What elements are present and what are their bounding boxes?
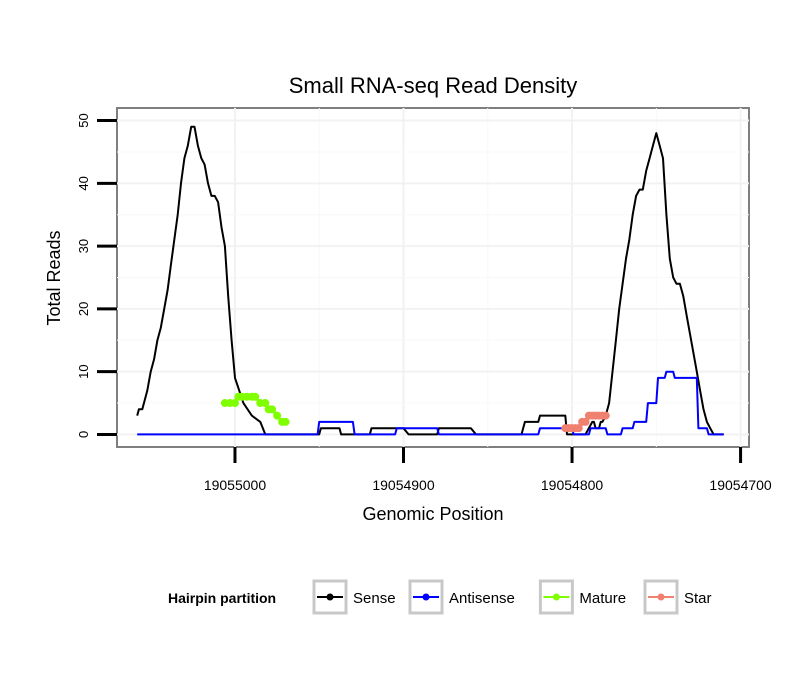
legend-label: Mature [579, 590, 626, 607]
legend-key-point [326, 593, 334, 601]
legend-key-point [657, 593, 665, 601]
legend: Hairpin partition Sense Antisense Mature St… [168, 579, 712, 615]
legend-item-star: Star [643, 579, 712, 615]
x-tick-label: 19055000 [204, 477, 267, 493]
y-tick-label: 20 [76, 302, 91, 316]
y-axis-label: Total Reads [44, 230, 64, 325]
data-point-star [581, 417, 590, 426]
legend-label: Sense [353, 590, 396, 607]
data-point-star [601, 411, 610, 420]
data-point-mature [281, 417, 290, 426]
y-tick-label: 40 [76, 176, 91, 190]
x-tick-label: 19054700 [709, 477, 772, 493]
data-point-mature [273, 411, 282, 420]
legend-label: Star [684, 590, 712, 607]
legend-item-sense: Sense [312, 579, 396, 615]
y-tick-label: 30 [76, 239, 91, 253]
x-tick-label: 19054800 [541, 477, 604, 493]
y-tick-label: 0 [76, 431, 91, 438]
y-tick-label: 10 [76, 364, 91, 378]
series-line-sense [136, 125, 724, 436]
series-line-antisense [137, 370, 724, 436]
legend-key-point [552, 593, 560, 601]
legend-item-mature: Mature [538, 579, 626, 615]
data-point-mature [230, 399, 239, 408]
x-axis: 19055000 19054900 19054800 19054700 [204, 447, 772, 493]
x-tick-label: 19054900 [372, 477, 435, 493]
data-point-star [574, 424, 583, 433]
data-point-mature [261, 399, 270, 408]
y-tick-label: 50 [76, 113, 91, 127]
legend-key-point [422, 593, 430, 601]
legend-title: Hairpin partition [168, 590, 276, 606]
data-point-mature [268, 405, 277, 414]
y-axis: 0 10 20 30 40 50 [76, 113, 117, 438]
legend-label: Antisense [449, 590, 515, 607]
series-layer [136, 125, 724, 436]
legend-item-antisense: Antisense [408, 579, 515, 615]
chart-title: Small RNA-seq Read Density [289, 73, 578, 98]
data-point-mature [251, 392, 260, 401]
x-axis-label: Genomic Position [362, 504, 503, 524]
